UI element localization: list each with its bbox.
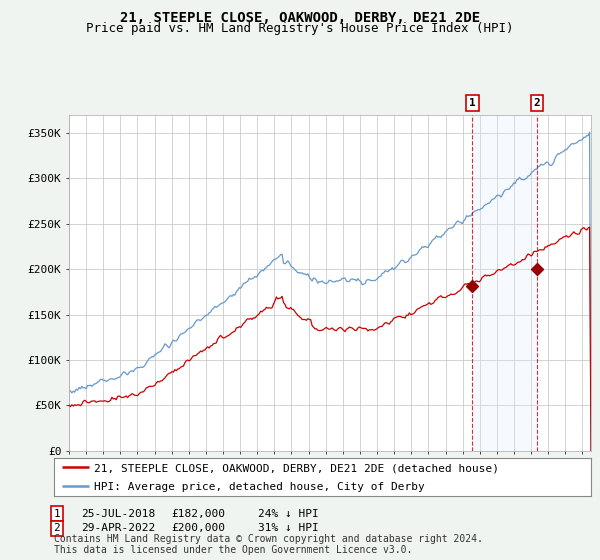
Text: 31% ↓ HPI: 31% ↓ HPI <box>258 523 319 533</box>
Text: 21, STEEPLE CLOSE, OAKWOOD, DERBY, DE21 2DE: 21, STEEPLE CLOSE, OAKWOOD, DERBY, DE21 … <box>120 11 480 25</box>
Text: 2: 2 <box>533 98 540 108</box>
Text: £200,000: £200,000 <box>171 523 225 533</box>
Text: 2: 2 <box>53 523 61 533</box>
Text: 29-APR-2022: 29-APR-2022 <box>81 523 155 533</box>
Text: £182,000: £182,000 <box>171 508 225 519</box>
Text: 24% ↓ HPI: 24% ↓ HPI <box>258 508 319 519</box>
Text: Price paid vs. HM Land Registry's House Price Index (HPI): Price paid vs. HM Land Registry's House … <box>86 22 514 35</box>
Text: 1: 1 <box>469 98 476 108</box>
Text: 1: 1 <box>53 508 61 519</box>
Text: Contains HM Land Registry data © Crown copyright and database right 2024.
This d: Contains HM Land Registry data © Crown c… <box>54 534 483 555</box>
Text: 21, STEEPLE CLOSE, OAKWOOD, DERBY, DE21 2DE (detached house): 21, STEEPLE CLOSE, OAKWOOD, DERBY, DE21 … <box>94 463 499 473</box>
Text: 25-JUL-2018: 25-JUL-2018 <box>81 508 155 519</box>
Bar <box>472 115 537 451</box>
Text: HPI: Average price, detached house, City of Derby: HPI: Average price, detached house, City… <box>94 482 425 492</box>
